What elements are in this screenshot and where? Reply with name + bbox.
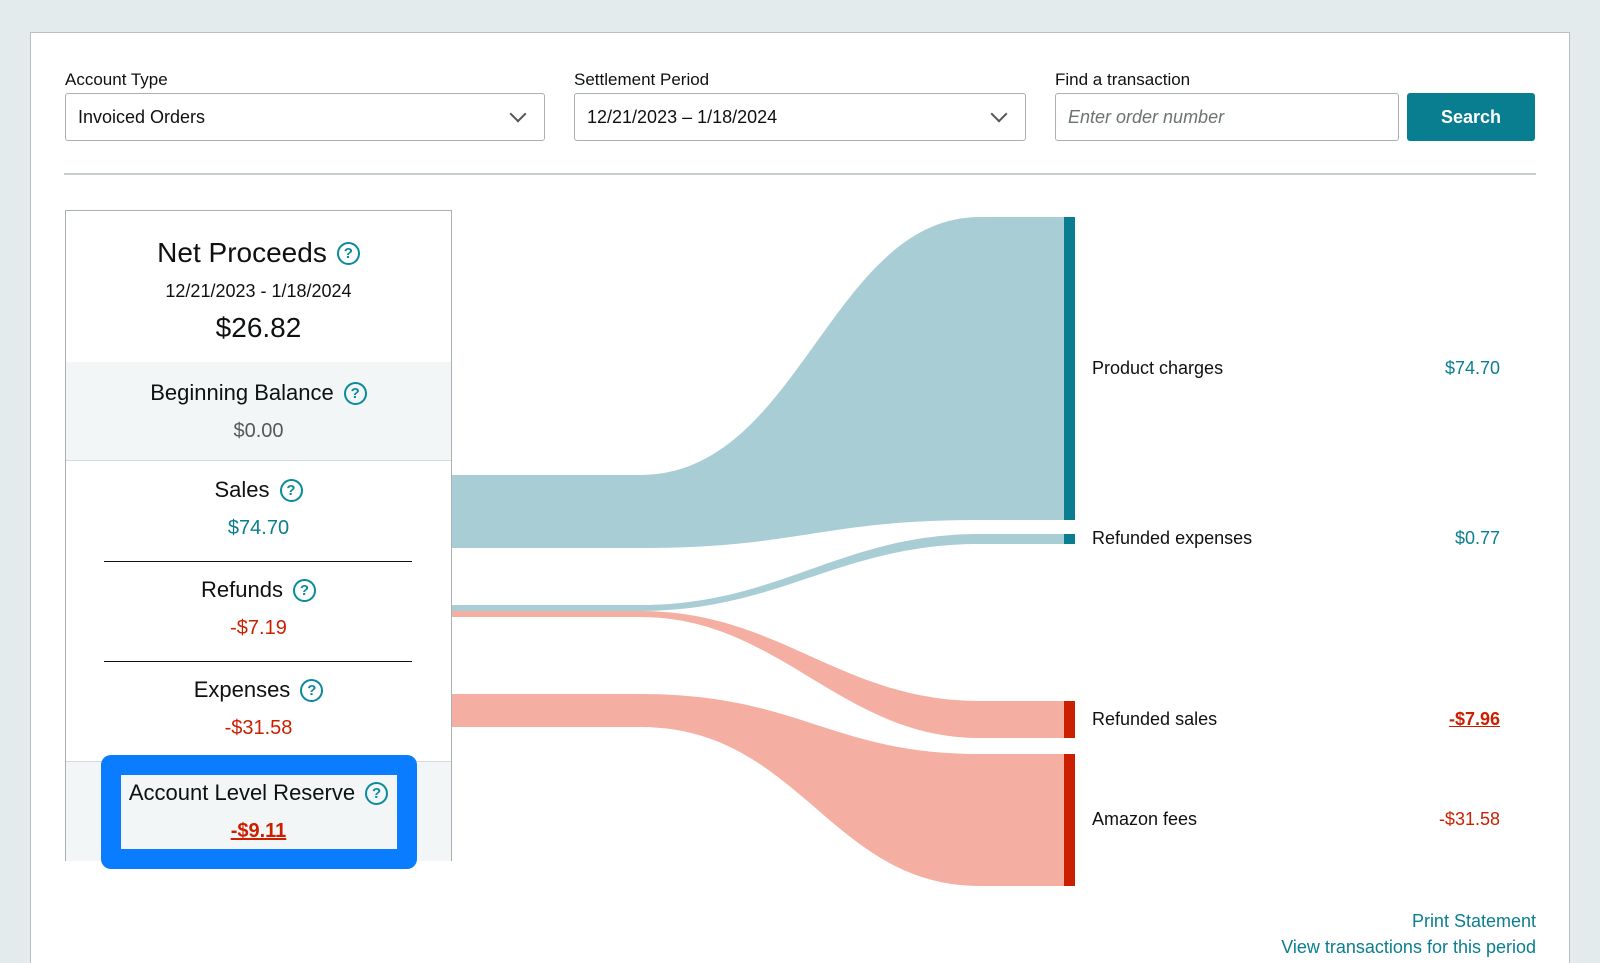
product-charges-label: Product charges (1092, 358, 1224, 378)
amazon-fees-flow (452, 694, 1064, 886)
refunded-expenses-flow (452, 534, 1064, 611)
beginning-balance-heading: Beginning Balance ? (150, 380, 367, 406)
expenses-heading: Expenses ? (194, 677, 324, 703)
beginning-balance-value: $0.00 (233, 420, 284, 442)
help-icon[interactable]: ? (336, 241, 360, 265)
refunds-section: Refunds ? -$7.19 (66, 577, 451, 661)
net-proceeds-title: Net Proceeds (157, 237, 327, 268)
help-icon[interactable]: ? (292, 578, 316, 602)
expenses-value: -$31.58 (224, 717, 293, 739)
beginning-balance-section: Beginning Balance ? $0.00 (66, 362, 451, 461)
divider (104, 661, 412, 662)
order-number-input[interactable] (1055, 93, 1399, 141)
account-reserve-value[interactable]: -$9.11 (230, 820, 287, 842)
settlement-period-label: Settlement Period (574, 70, 710, 89)
sales-flow (452, 217, 1064, 548)
sales-value: $74.70 (227, 517, 290, 539)
help-icon[interactable]: ? (365, 781, 389, 805)
divider (64, 173, 1536, 175)
settlement-period-value: 12/21/2023 – 1/18/2024 (587, 106, 778, 127)
refunds-label: Refunds (201, 577, 283, 602)
product-charges-value: $74.70 (1444, 358, 1500, 378)
refunded-sales-value[interactable]: -$7.96 (1448, 709, 1500, 729)
net-proceeds-heading: Net Proceeds ? (157, 237, 360, 269)
net-proceeds-section: Net Proceeds ? 12/21/2023 - 1/18/2024 $2… (66, 237, 451, 357)
find-transaction-label: Find a transaction (1055, 70, 1191, 89)
help-icon[interactable]: ? (279, 478, 303, 502)
view-transactions-link[interactable]: View transactions for this period (1281, 937, 1536, 957)
refunded-sales-node (1064, 701, 1075, 738)
account-reserve-section: Account Level Reserve ? -$9.11 (66, 761, 451, 861)
refunded-expenses-node (1064, 534, 1075, 544)
account-type-label: Account Type (65, 70, 168, 89)
print-statement-link[interactable]: Print Statement (1411, 911, 1536, 931)
product-charges-node (1064, 217, 1075, 520)
sales-section: Sales ? $74.70 (66, 477, 451, 561)
refunded-expenses-value: $0.77 (1454, 528, 1500, 548)
settlement-period-select[interactable]: 12/21/2023 – 1/18/2024 (574, 93, 1026, 141)
amazon-fees-value: -$31.58 (1438, 809, 1500, 829)
help-icon[interactable]: ? (300, 678, 324, 702)
net-proceeds-panel: Net Proceeds ? 12/21/2023 - 1/18/2024 $2… (65, 210, 452, 861)
divider (104, 561, 412, 562)
beginning-balance-label: Beginning Balance (150, 380, 334, 405)
net-proceeds-total: $26.82 (215, 312, 302, 343)
refunded-sales-flow (452, 611, 1064, 738)
account-type-select[interactable]: Invoiced Orders (65, 93, 545, 141)
net-proceeds-period: 12/21/2023 - 1/18/2024 (165, 281, 352, 301)
amazon-fees-node (1064, 754, 1075, 886)
refunds-value: -$7.19 (230, 617, 287, 639)
sales-heading: Sales ? (214, 477, 303, 503)
account-type-value: Invoiced Orders (78, 106, 206, 127)
account-reserve-label: Account Level Reserve (128, 780, 356, 805)
expenses-section: Expenses ? -$31.58 (66, 677, 451, 761)
highlight-box (101, 755, 417, 869)
help-icon[interactable]: ? (343, 381, 367, 405)
account-reserve-heading: Account Level Reserve ? (128, 780, 389, 806)
search-button[interactable]: Search (1407, 93, 1535, 141)
refunded-sales-label: Refunded sales (1092, 709, 1218, 729)
refunded-expenses-label: Refunded expenses (1092, 528, 1253, 548)
sales-label: Sales (214, 477, 270, 502)
refunds-heading: Refunds ? (201, 577, 316, 603)
amazon-fees-label: Amazon fees (1092, 809, 1198, 829)
expenses-label: Expenses (193, 677, 291, 702)
